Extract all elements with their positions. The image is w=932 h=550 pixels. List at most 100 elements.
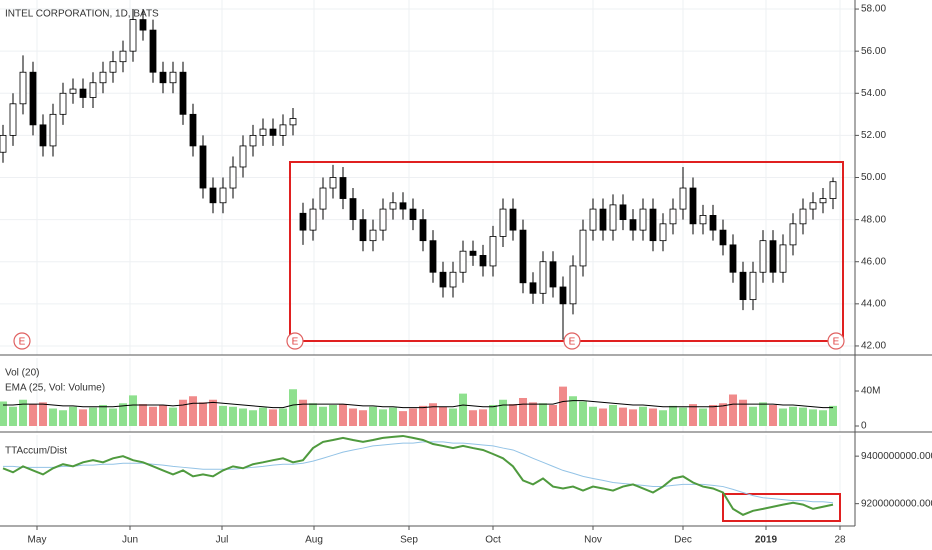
candle-body [359,219,367,242]
candle-body [79,88,87,98]
volume-bar [129,395,137,426]
ma-line [3,441,834,504]
volume-bar [439,406,447,426]
volume-bar [659,410,667,426]
candle-body [99,71,107,84]
candle-body [199,145,207,189]
y-tick-label: 9200000000.0000 [861,498,932,509]
volume-bar [299,399,307,426]
candle-body [239,145,247,168]
y-tick-label: 40M [861,386,880,397]
candle-body [829,181,837,199]
volume-bar [459,393,467,426]
candle-body [679,187,687,210]
x-tick-label: Dec [674,535,692,546]
volume-bar [59,410,67,426]
candle-body [589,208,597,231]
y-tick-label: 54.00 [861,88,886,99]
volume-bar [349,408,357,426]
candle-body [319,187,327,210]
chart-title: INTEL CORPORATION, 1D, BATS [5,9,159,20]
candle-body [89,82,97,98]
candle-body [659,223,667,242]
volume-bar [249,410,257,426]
volume-bar [699,408,707,426]
volume-bar [49,408,57,426]
volume-bar [99,404,107,426]
volume-bar [209,399,217,426]
volume-bar [689,404,697,426]
candle-body [279,124,287,136]
candle-body [749,271,757,301]
candle-body [59,92,67,115]
candle-body [789,223,797,246]
volume-title: Vol (20) [5,368,39,379]
y-tick-label: 56.00 [861,46,886,57]
volume-bar [109,408,117,426]
volume-bar [269,409,277,426]
volume-bar [229,406,237,426]
volume-bar [679,407,687,426]
candle-body [249,134,257,147]
candle-body [499,208,507,237]
candle-body [609,204,617,231]
candle-body [419,219,427,242]
candle-body [459,250,467,273]
volume-bar [629,409,637,426]
candle-body [779,244,787,273]
volume-bar [359,410,367,426]
volume-bar [649,408,657,426]
x-tick-label: Aug [305,535,323,546]
candle-body [139,19,147,31]
candle-body [629,219,637,231]
candle-body [809,202,817,210]
volume-bar [639,406,647,426]
y-tick-label: 9400000000.0000 [861,451,932,462]
volume-bar [799,407,807,426]
y-tick-label: 42.00 [861,341,886,352]
candle-body [649,208,657,242]
candle-body [729,244,737,273]
volume-bar [619,407,627,426]
candle-body [569,265,577,305]
volume-bar [549,404,557,426]
x-tick-label: Nov [584,535,602,546]
earnings-marker [827,332,845,350]
earnings-marker [563,332,581,350]
candle-body [159,71,167,84]
volume-bar [769,404,777,426]
volume-bar [529,402,537,426]
volume-bar [669,405,677,426]
y-tick-label: 52.00 [861,130,886,141]
candle-body [19,71,27,105]
earnings-label: E [292,337,299,348]
volume-bar [819,410,827,426]
volume-bar [709,404,717,426]
candle-body [39,124,47,147]
candle-body [619,204,627,221]
candle-body [189,113,197,147]
candle-body [129,19,137,52]
x-tick-label: Jul [216,535,229,546]
volume-bar [19,399,27,426]
candle-body [539,261,547,294]
volume-bar [779,408,787,426]
volume-bar [499,399,507,426]
x-tick-label: Sep [400,535,418,546]
volume-bar [429,403,437,426]
x-tick-label: 28 [834,535,846,546]
candle-body [709,215,717,231]
volume-bar [379,409,387,426]
candle-body [759,240,767,273]
volume-bar [149,406,157,426]
candle-body [49,113,57,147]
earnings-label: E [569,337,576,348]
volume-bar [729,394,737,426]
candle-body [379,208,387,231]
volume-bar [179,399,187,426]
y-tick-label: 46.00 [861,256,886,267]
candle-body [529,282,537,294]
volume-bar [829,405,837,426]
